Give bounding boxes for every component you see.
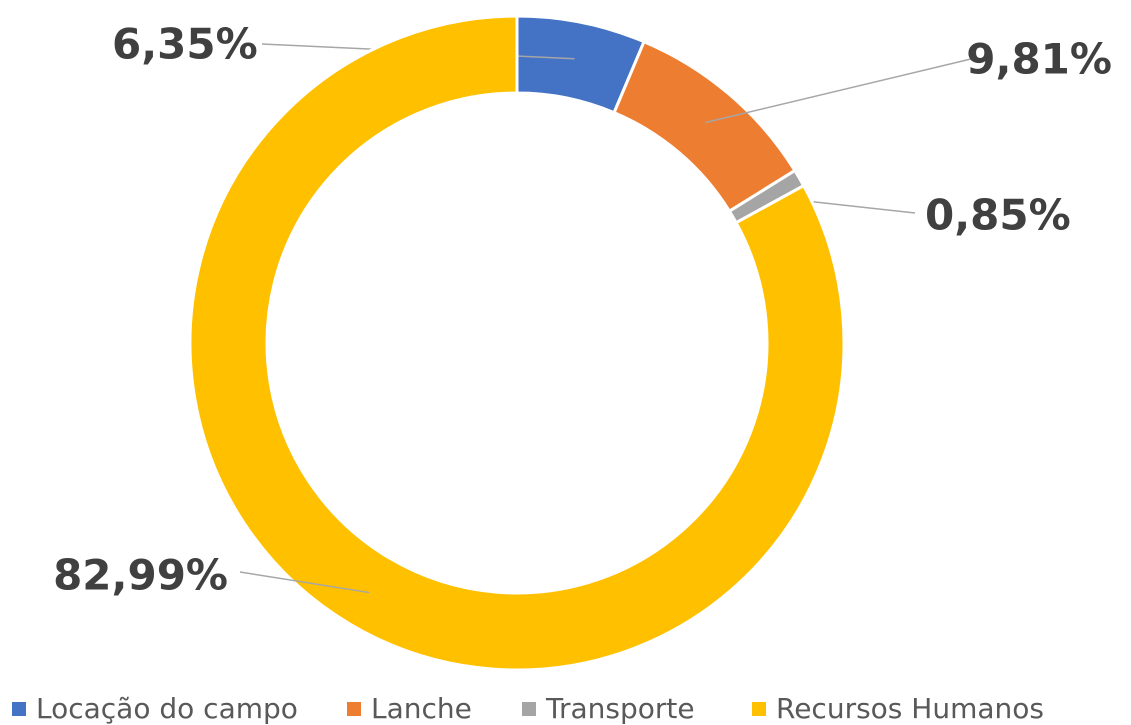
value-label: 6,35% — [112, 20, 258, 69]
legend-swatch — [522, 702, 536, 716]
leader-line — [239, 571, 370, 594]
legend-label: Transporte — [545, 692, 695, 725]
leader-line — [705, 57, 976, 124]
value-label: 82,99% — [53, 551, 228, 600]
legend-label: Recursos Humanos — [776, 692, 1044, 725]
legend-swatch — [12, 702, 26, 716]
legend-label: Lanche — [371, 692, 472, 725]
value-label: 0,85% — [925, 191, 1071, 240]
donut-slice — [188, 14, 846, 672]
legend-swatch — [347, 702, 361, 716]
legend-swatch — [752, 702, 766, 716]
legend-label: Locação do campo — [36, 692, 298, 725]
value-label: 9,81% — [966, 35, 1112, 84]
